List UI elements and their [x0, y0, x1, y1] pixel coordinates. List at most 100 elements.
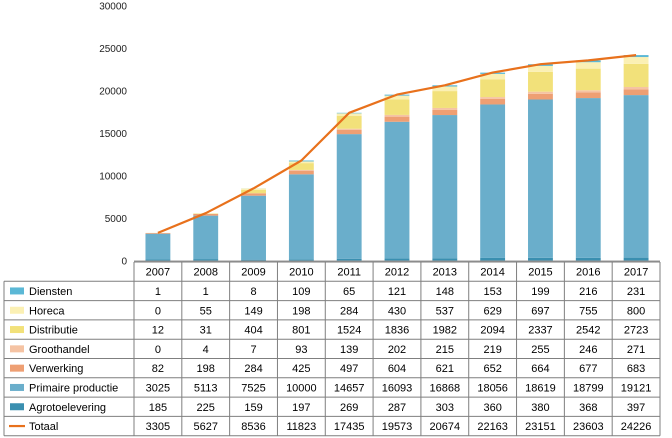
data-label: 18056 [477, 382, 508, 394]
data-label: 2094 [480, 325, 504, 337]
bar-distributie-2009 [241, 189, 266, 194]
bar-groothandel-2015 [528, 91, 553, 94]
data-label: 16868 [430, 382, 461, 394]
bar-verwerking-2014 [480, 98, 506, 105]
data-label: 801 [292, 325, 310, 337]
bar-horeca-2013 [432, 86, 458, 92]
series-label: Totaal [29, 421, 58, 433]
data-label: 1836 [385, 325, 409, 337]
data-label: 121 [388, 286, 406, 298]
legend-key-diensten [10, 287, 24, 295]
data-label: 31 [200, 325, 212, 337]
bar-primaire-productie-2016 [575, 98, 601, 258]
bar-primaire-productie-2013 [432, 115, 458, 259]
bar-primaire-productie-2007 [145, 233, 171, 260]
data-label: 19573 [382, 421, 413, 433]
data-label: 255 [531, 344, 549, 356]
bar-groothandel-2014 [480, 97, 506, 99]
series-label: Groothandel [29, 344, 90, 356]
series-label: Distributie [29, 325, 78, 337]
data-label: 2723 [624, 325, 648, 337]
category-label: 2014 [480, 267, 504, 279]
data-label: 10000 [286, 382, 317, 394]
data-label: 5627 [193, 421, 217, 433]
data-label: 82 [152, 363, 164, 375]
bar-verwerking-2010 [288, 170, 314, 175]
bar-distributie-2010 [288, 163, 314, 170]
data-label: 800 [627, 305, 645, 317]
data-label: 1982 [433, 325, 457, 337]
data-label: 55 [200, 305, 212, 317]
legend-key-primaire-productie [10, 383, 24, 391]
bar-primaire-productie-2008 [193, 215, 219, 260]
bar-stacks [145, 55, 649, 261]
y-tick-label: 5000 [105, 214, 128, 225]
bar-verwerking-2016 [575, 92, 601, 99]
bar-horeca-2015 [528, 65, 553, 72]
data-label: 24226 [621, 421, 652, 433]
category-label: 2009 [241, 267, 265, 279]
bar-horeca-2014 [480, 73, 506, 80]
bar-verwerking-2011 [336, 129, 362, 135]
series-label: Diensten [29, 286, 72, 298]
bar-agrotoelevering-2014 [480, 257, 506, 261]
y-tick-label: 10000 [99, 172, 127, 183]
data-label: 303 [436, 402, 454, 414]
legend-key-agrotoelevering [10, 403, 24, 411]
data-label: 5113 [194, 382, 218, 394]
data-label: 149 [244, 305, 262, 317]
legend-key-verwerking [10, 364, 24, 372]
bar-primaire-productie-2010 [288, 174, 314, 260]
y-axis: 0 5000 10000 15000 20000 25000 30000 [99, 2, 127, 268]
data-label: 404 [244, 325, 262, 337]
category-label: 2011 [337, 267, 361, 279]
bar-verwerking-2008 [193, 213, 219, 216]
data-label: 271 [627, 344, 645, 356]
bar-verwerking-2012 [384, 116, 410, 122]
data-label: 139 [340, 344, 358, 356]
bar-agrotoelevering-2010 [288, 259, 314, 261]
bar-groothandel-2013 [432, 107, 458, 110]
data-label: 198 [292, 305, 310, 317]
data-label: 287 [388, 402, 406, 414]
data-label: 677 [579, 363, 597, 375]
data-label: 683 [627, 363, 645, 375]
bar-agrotoelevering-2016 [575, 257, 601, 261]
data-label: 8 [250, 286, 256, 298]
category-label: 2015 [528, 267, 552, 279]
category-label: 2008 [193, 267, 217, 279]
data-label: 497 [340, 363, 358, 375]
data-label: 16093 [382, 382, 413, 394]
data-label: 3025 [146, 382, 170, 394]
data-label: 18619 [525, 382, 556, 394]
y-tick-label: 20000 [99, 87, 127, 98]
bar-agrotoelevering-2008 [193, 259, 219, 261]
category-label: 2007 [146, 267, 170, 279]
data-label: 430 [388, 305, 406, 317]
line-totaal [157, 54, 637, 234]
category-label: 2016 [576, 267, 600, 279]
data-label: 360 [483, 402, 501, 414]
data-label: 284 [340, 305, 358, 317]
data-label: 697 [531, 305, 549, 317]
data-label: 18799 [573, 382, 604, 394]
data-label: 11823 [286, 421, 316, 433]
bar-agrotoelevering-2009 [241, 259, 266, 261]
data-label: 20674 [430, 421, 461, 433]
bar-groothandel-2011 [336, 128, 362, 130]
legend-key-groothandel [10, 345, 24, 353]
data-label: 197 [292, 402, 310, 414]
bar-distributie-2017 [623, 63, 649, 87]
data-label: 2337 [528, 325, 552, 337]
data-label: 425 [292, 363, 310, 375]
bar-agrotoelevering-2012 [384, 258, 410, 261]
bar-verwerking-2009 [241, 193, 266, 196]
bar-agrotoelevering-2015 [528, 257, 553, 261]
y-tick-label: 25000 [99, 44, 127, 55]
data-label: 246 [579, 344, 597, 356]
data-label: 17435 [334, 421, 365, 433]
y-tick-label: 0 [121, 257, 127, 268]
data-label: 23603 [573, 421, 604, 433]
data-label: 397 [627, 402, 645, 414]
